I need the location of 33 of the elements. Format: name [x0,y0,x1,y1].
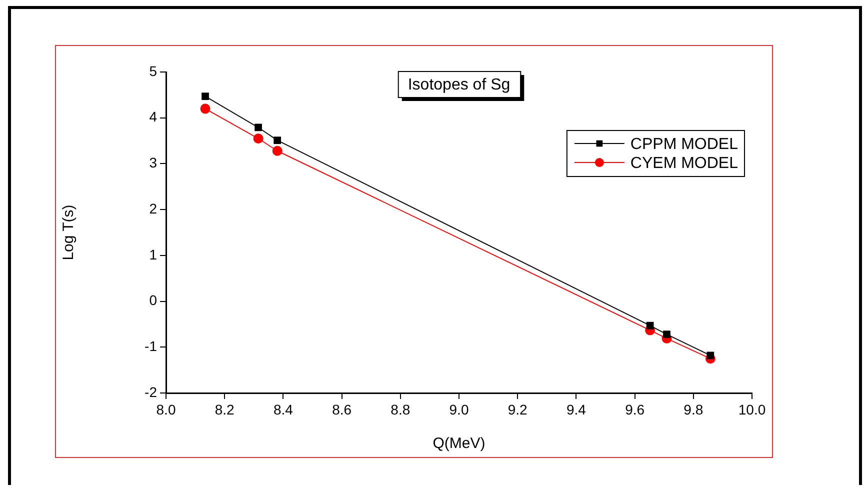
x-tick-label: 9.6 [625,401,645,418]
point [200,104,210,114]
point [254,124,262,132]
x-tick-label: 8.8 [390,401,410,418]
y-tick-label: 4 [149,108,158,125]
y-tick-label: 5 [149,62,158,79]
point [253,133,264,144]
point [274,136,282,144]
x-tick-label: 10.0 [738,401,766,418]
y-tick-label: -2 [144,384,158,400]
y-tick-label: -1 [144,338,158,354]
point [272,146,282,156]
x-tick-label: 8.6 [332,401,352,418]
y-tick-label: 2 [149,200,158,216]
y-tick-label: 3 [149,154,158,171]
x-tick-label: 9.0 [449,401,469,418]
x-tick-label: 8.0 [156,401,176,418]
x-tick-label: 8.2 [214,401,235,418]
x-tick-label: 9.2 [508,401,528,418]
point [202,92,209,100]
point [646,322,654,330]
point [706,352,714,360]
x-tick-label: 9.8 [684,401,704,418]
legend-label: CYEM MODEL [630,154,738,172]
point [663,330,670,338]
legend-label: CPPM MODEL [630,136,738,153]
y-tick-label: 1 [149,246,158,262]
x-tick-label: 8.4 [273,401,294,418]
x-axis-title: Q(MeV) [432,435,486,452]
chart-title: Isotopes of Sg [408,76,510,94]
x-tick-label: 9.4 [566,401,586,418]
y-axis-title: Log T(s) [60,204,78,260]
y-tick-label: 0 [149,292,158,308]
